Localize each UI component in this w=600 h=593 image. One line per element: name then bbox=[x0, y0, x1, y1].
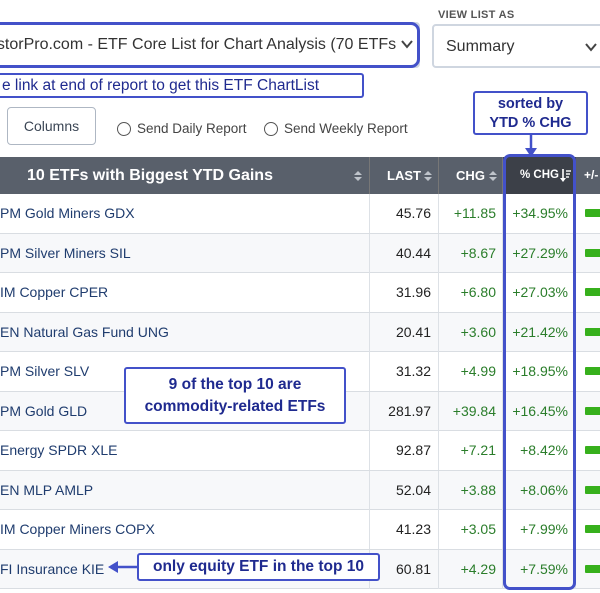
table-row[interactable]: PM Gold Miners GDX 45.76 +11.85 +34.95% bbox=[0, 194, 600, 234]
change-cell: +7.21 bbox=[439, 431, 503, 470]
table-row[interactable]: EN MLP AMLP 52.04 +3.88 +8.06% bbox=[0, 470, 600, 510]
change-cell: +39.84 bbox=[439, 391, 503, 431]
radio-circle-icon bbox=[117, 121, 131, 136]
table-header: 10 ETFs with Biggest YTD Gains LAST CHG … bbox=[0, 157, 600, 194]
pct-change-cell: +8.06% bbox=[503, 470, 576, 510]
table-row[interactable]: IM Copper Miners COPX 41.23 +3.05 +7.99% bbox=[0, 510, 600, 550]
change-cell: +8.67 bbox=[439, 233, 503, 273]
table-row[interactable]: IM Copper CPER 31.96 +6.80 +27.03% bbox=[0, 273, 600, 313]
last-price-cell: 41.23 bbox=[370, 510, 439, 549]
sort-arrows-icon bbox=[354, 171, 362, 181]
change-cell: +3.05 bbox=[439, 510, 503, 549]
chevron-down-icon bbox=[401, 40, 413, 49]
last-price-cell: 31.96 bbox=[370, 273, 439, 312]
column-header-chg[interactable]: CHG bbox=[439, 157, 503, 194]
send-weekly-report-label: Send Weekly Report bbox=[284, 121, 408, 136]
change-cell: +4.29 bbox=[439, 549, 503, 589]
change-cell: +3.88 bbox=[439, 470, 503, 510]
column-header-chg-label: CHG bbox=[456, 168, 485, 183]
last-price-cell: 40.44 bbox=[370, 233, 439, 273]
change-cell: +6.80 bbox=[439, 273, 503, 312]
change-bar bbox=[585, 248, 600, 257]
last-price-cell: 20.41 bbox=[370, 312, 439, 352]
view-list-as-label: VIEW LIST AS bbox=[438, 9, 515, 21]
last-price-cell: 45.76 bbox=[370, 194, 439, 233]
etf-name-cell[interactable]: EN MLP AMLP bbox=[0, 470, 370, 510]
send-daily-report-radio[interactable]: Send Daily Report bbox=[117, 121, 247, 136]
sort-arrows-icon bbox=[489, 171, 497, 181]
pct-change-cell: +7.99% bbox=[503, 510, 576, 549]
etf-name-cell[interactable]: PM Gold GLD bbox=[0, 391, 370, 431]
pct-change-cell: +21.42% bbox=[503, 312, 576, 352]
pct-change-cell: +27.03% bbox=[503, 273, 576, 312]
change-bar bbox=[585, 406, 600, 415]
commodity-annotation: 9 of the top 10 are commodity-related ET… bbox=[124, 367, 346, 424]
etf-name-cell[interactable]: IM Copper CPER bbox=[0, 273, 370, 312]
sort-arrows-icon bbox=[424, 171, 432, 181]
pct-change-cell: +7.59% bbox=[503, 549, 576, 589]
change-bar bbox=[585, 288, 600, 296]
column-header-last-label: LAST bbox=[387, 168, 421, 183]
column-header-pct-chg[interactable]: % CHG bbox=[503, 157, 576, 194]
column-header-last[interactable]: LAST bbox=[370, 157, 439, 194]
sorted-note-line2: YTD % CHG bbox=[489, 115, 572, 131]
view-list-as-select[interactable]: Summary bbox=[432, 24, 600, 68]
pct-change-cell: +18.95% bbox=[503, 352, 576, 391]
etf-name-cell[interactable]: PM Gold Miners GDX bbox=[0, 194, 370, 233]
last-price-cell: 31.32 bbox=[370, 352, 439, 391]
column-header-plus-minus[interactable]: +/- bbox=[584, 168, 599, 182]
chartlist-link-note: e link at end of report to get this ETF … bbox=[0, 73, 364, 98]
column-header-name[interactable]: 10 ETFs with Biggest YTD Gains bbox=[0, 157, 370, 194]
etf-name-cell[interactable]: Energy SPDR XLE bbox=[0, 431, 370, 470]
last-price-cell: 60.81 bbox=[370, 549, 439, 589]
change-cell: +11.85 bbox=[439, 194, 503, 233]
change-bar bbox=[585, 564, 600, 573]
etf-name-cell[interactable]: IM Copper Miners COPX bbox=[0, 510, 370, 549]
commodity-note-line2: commodity-related ETFs bbox=[144, 398, 326, 415]
change-bar bbox=[585, 446, 600, 454]
sorted-note-line1: sorted by bbox=[497, 96, 564, 112]
pct-change-cell: +34.95% bbox=[503, 194, 576, 233]
send-weekly-report-radio[interactable]: Send Weekly Report bbox=[264, 121, 408, 136]
change-bar bbox=[585, 367, 600, 375]
column-header-pct-chg-label: % CHG bbox=[520, 169, 559, 181]
pct-change-cell: +16.45% bbox=[503, 391, 576, 431]
change-bar bbox=[585, 209, 600, 217]
sorted-by-annotation: sorted by YTD % CHG bbox=[473, 91, 588, 135]
chevron-down-icon bbox=[585, 43, 597, 52]
chartlist-select[interactable]: estorPro.com - ETF Core List for Chart A… bbox=[0, 22, 420, 68]
arrow-down-icon bbox=[525, 135, 537, 157]
change-bar bbox=[585, 525, 600, 533]
commodity-note-line1: 9 of the top 10 are bbox=[168, 376, 302, 393]
arrow-left-icon bbox=[108, 561, 138, 573]
table-row[interactable]: Energy SPDR XLE 92.87 +7.21 +8.42% bbox=[0, 431, 600, 471]
change-cell: +4.99 bbox=[439, 352, 503, 391]
equity-annotation: only equity ETF in the top 10 bbox=[137, 553, 380, 581]
chartlist-select-value: estorPro.com - ETF Core List for Chart A… bbox=[0, 36, 397, 53]
change-bar bbox=[585, 485, 600, 494]
table-row[interactable]: EN Natural Gas Fund UNG 20.41 +3.60 +21.42% bbox=[0, 312, 600, 352]
etf-name-cell[interactable]: PM Silver SLV bbox=[0, 352, 370, 391]
radio-circle-icon bbox=[264, 121, 278, 136]
pct-change-cell: +8.42% bbox=[503, 431, 576, 470]
last-price-cell: 92.87 bbox=[370, 431, 439, 470]
pct-change-cell: +27.29% bbox=[503, 233, 576, 273]
send-daily-report-label: Send Daily Report bbox=[137, 121, 247, 136]
sort-descending-icon bbox=[560, 169, 571, 182]
last-price-cell: 281.97 bbox=[370, 391, 439, 431]
change-cell: +3.60 bbox=[439, 312, 503, 352]
etf-name-cell[interactable]: PM Silver Miners SIL bbox=[0, 233, 370, 273]
table-title: 10 ETFs with Biggest YTD Gains bbox=[27, 167, 273, 184]
columns-button[interactable]: Columns bbox=[7, 107, 96, 145]
table-row[interactable]: PM Silver Miners SIL 40.44 +8.67 +27.29% bbox=[0, 233, 600, 273]
etf-name-cell[interactable]: EN Natural Gas Fund UNG bbox=[0, 312, 370, 352]
change-bar bbox=[585, 327, 600, 336]
view-select-value: Summary bbox=[446, 38, 515, 55]
last-price-cell: 52.04 bbox=[370, 470, 439, 510]
